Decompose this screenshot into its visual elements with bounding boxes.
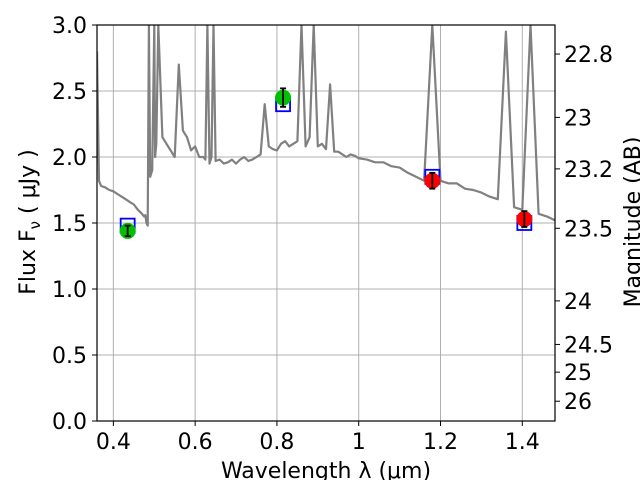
y-tick-label: 1.0 xyxy=(52,278,87,303)
y-axis-label-subscript: ν xyxy=(26,221,44,229)
x-tick-label: 1.2 xyxy=(423,430,458,455)
right-tick-label: 23.2 xyxy=(564,158,613,183)
y-tick-label: 0.5 xyxy=(52,344,87,369)
y-tick-label: 2.0 xyxy=(52,146,87,171)
right-tick-label: 25 xyxy=(564,361,592,386)
x-axis-label: Wavelength λ (μm) xyxy=(221,459,431,480)
x-axis-ticks: 0.4 0.6 0.8 1 1.2 1.4 xyxy=(96,421,540,455)
right-tick-label: 26 xyxy=(564,390,592,415)
x-tick-label: 0.4 xyxy=(96,430,131,455)
y-tick-label: 0.0 xyxy=(52,410,87,435)
right-tick-label: 24.5 xyxy=(564,333,613,358)
y-tick-label: 1.5 xyxy=(52,212,87,237)
right-tick-label: 23.5 xyxy=(564,217,613,242)
x-tick-label: 0.6 xyxy=(178,430,213,455)
spectrum-line xyxy=(97,25,555,227)
y-tick-label: 3.0 xyxy=(52,14,87,39)
y-tick-label: 2.5 xyxy=(52,80,87,105)
grid-lines xyxy=(97,24,555,422)
right-tick-label: 24 xyxy=(564,290,592,315)
spectrum-layer xyxy=(97,25,555,227)
y-axis-label-unit: ( μJy ) xyxy=(16,149,41,214)
y-axis-label: Flux Fν ( μJy ) xyxy=(16,149,44,294)
model-box-layer xyxy=(119,96,533,234)
right-tick-label: 22.8 xyxy=(564,43,613,68)
right-axis-label: Magnitude (AB) xyxy=(621,137,640,308)
x-tick-label: 0.8 xyxy=(259,430,294,455)
y-axis-ticks: 0.0 0.5 1.0 1.5 2.0 2.5 3.0 xyxy=(52,14,97,435)
right-axis-ticks: 22.8 23 23.2 23.5 24 24.5 25 26 xyxy=(555,43,613,415)
right-tick-label: 23 xyxy=(564,106,592,131)
x-tick-label: 1 xyxy=(352,430,366,455)
observed-point-layer xyxy=(119,87,533,239)
x-tick-label: 1.4 xyxy=(505,430,540,455)
